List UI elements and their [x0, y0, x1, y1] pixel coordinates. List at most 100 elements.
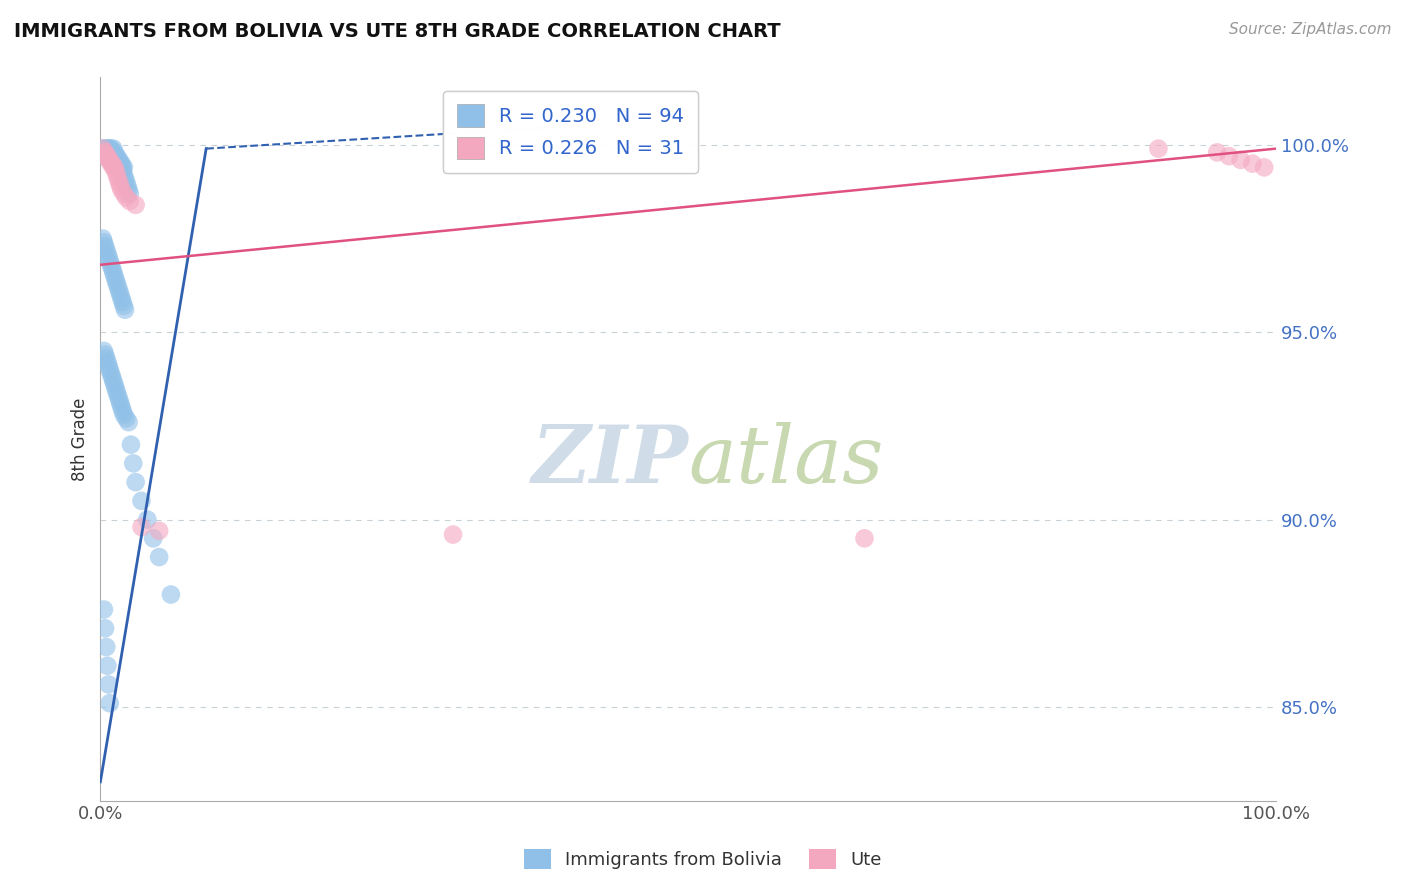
Point — [110, 292, 132, 306]
Point — [100, 367, 122, 381]
Point — [101, 261, 124, 276]
Point — [97, 153, 120, 167]
Text: ZIP: ZIP — [531, 422, 688, 500]
Point — [101, 145, 124, 160]
Point — [104, 153, 127, 167]
Point — [108, 153, 131, 167]
Point — [117, 415, 139, 429]
Point — [110, 164, 132, 178]
Point — [108, 161, 131, 175]
Point — [117, 183, 139, 197]
Point — [98, 142, 121, 156]
Point — [93, 235, 115, 250]
Point — [1241, 156, 1264, 170]
Point — [93, 145, 115, 160]
Legend: R = 0.230   N = 94, R = 0.226   N = 31: R = 0.230 N = 94, R = 0.226 N = 31 — [443, 91, 699, 173]
Point — [108, 284, 131, 298]
Point — [107, 153, 129, 167]
Point — [103, 268, 125, 283]
Point — [98, 362, 121, 376]
Point — [115, 175, 138, 189]
Point — [101, 156, 124, 170]
Point — [112, 161, 135, 175]
Point — [104, 164, 127, 178]
Point — [110, 183, 132, 197]
Point — [91, 231, 114, 245]
Point — [110, 400, 132, 414]
Text: Source: ZipAtlas.com: Source: ZipAtlas.com — [1229, 22, 1392, 37]
Point — [115, 411, 138, 425]
Legend: Immigrants from Bolivia, Ute: Immigrants from Bolivia, Ute — [515, 839, 891, 879]
Point — [110, 396, 132, 410]
Point — [100, 145, 122, 160]
Point — [97, 677, 120, 691]
Point — [118, 186, 141, 201]
Point — [110, 161, 132, 175]
Point — [111, 164, 134, 178]
Point — [100, 156, 122, 170]
Point — [441, 527, 464, 541]
Point — [1206, 145, 1229, 160]
Point — [114, 171, 136, 186]
Point — [103, 161, 125, 175]
Point — [96, 142, 118, 156]
Point — [853, 532, 876, 546]
Point — [101, 149, 124, 163]
Point — [101, 370, 124, 384]
Point — [142, 532, 165, 546]
Point — [110, 287, 132, 301]
Point — [98, 254, 121, 268]
Point — [97, 250, 120, 264]
Point — [103, 149, 125, 163]
Point — [96, 149, 118, 163]
Point — [100, 258, 122, 272]
Point — [104, 149, 127, 163]
Point — [118, 194, 141, 208]
Point — [97, 145, 120, 160]
Point — [94, 145, 117, 160]
Point — [105, 149, 128, 163]
Point — [103, 142, 125, 156]
Point — [160, 588, 183, 602]
Point — [91, 142, 114, 156]
Point — [107, 389, 129, 403]
Point — [107, 280, 129, 294]
Point — [104, 381, 127, 395]
Point — [120, 437, 142, 451]
Point — [91, 142, 114, 156]
Point — [96, 246, 118, 260]
Point — [93, 343, 115, 358]
Point — [117, 179, 139, 194]
Point — [115, 190, 138, 204]
Y-axis label: 8th Grade: 8th Grade — [72, 397, 89, 481]
Point — [136, 513, 159, 527]
Point — [107, 156, 129, 170]
Point — [96, 145, 118, 160]
Point — [103, 374, 125, 388]
Point — [94, 621, 117, 635]
Point — [96, 149, 118, 163]
Point — [148, 550, 170, 565]
Point — [96, 355, 118, 369]
Point — [105, 168, 128, 182]
Point — [98, 149, 121, 163]
Point — [93, 602, 115, 616]
Point — [110, 179, 132, 194]
Point — [100, 142, 122, 156]
Point — [103, 145, 125, 160]
Point — [114, 302, 136, 317]
Point — [148, 524, 170, 538]
Point — [103, 377, 125, 392]
Point — [105, 156, 128, 170]
Point — [1218, 149, 1240, 163]
Point — [1229, 153, 1251, 167]
Point — [111, 161, 134, 175]
Point — [112, 168, 135, 182]
Point — [1147, 142, 1170, 156]
Point — [112, 408, 135, 422]
Point — [122, 456, 145, 470]
Point — [111, 295, 134, 310]
Point — [111, 404, 134, 418]
Point — [98, 696, 121, 710]
Point — [96, 142, 118, 156]
